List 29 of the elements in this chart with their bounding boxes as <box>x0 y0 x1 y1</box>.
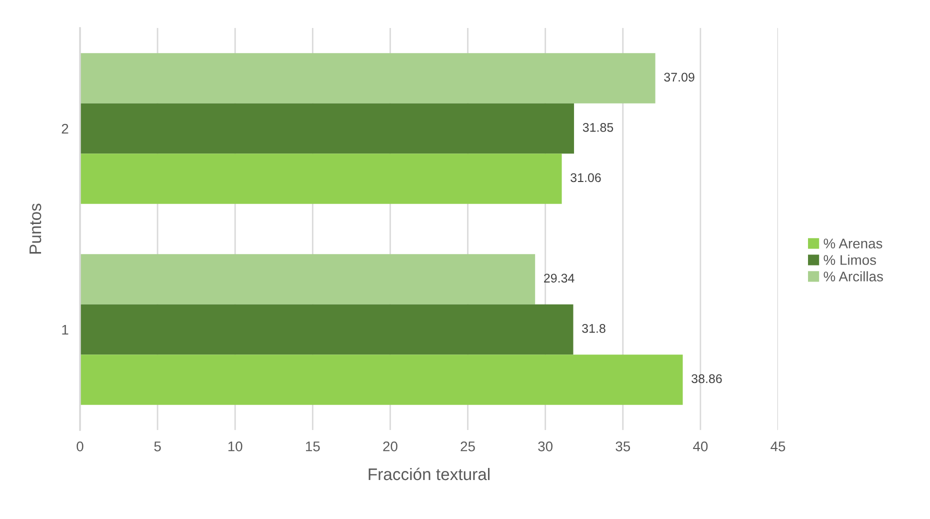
x-axis-title: Fracción textural <box>368 468 490 480</box>
x-tick-label: 45 <box>770 442 786 452</box>
bar <box>80 354 683 405</box>
bar <box>80 154 562 204</box>
data-label: 29.34 <box>544 274 574 283</box>
bar <box>80 254 536 304</box>
x-tick-label: 5 <box>154 442 161 452</box>
x-tick-label: 30 <box>538 441 553 452</box>
data-label: 31.06 <box>570 173 601 182</box>
bar <box>80 304 574 355</box>
y-tick-label: 2 <box>62 124 68 134</box>
legend-label: % Arcillas <box>824 271 883 282</box>
y-axis-title: Puntos <box>30 204 42 254</box>
x-tick-label: 35 <box>616 441 630 452</box>
data-label: 38.86 <box>692 374 722 384</box>
x-tick-label: 0 <box>76 441 84 452</box>
data-label: 31.8 <box>582 324 606 333</box>
x-tick-label: 10 <box>228 441 242 452</box>
x-tick-label: 25 <box>460 441 475 452</box>
y-tick-label: 1 <box>62 324 68 335</box>
x-tick-label: 15 <box>306 442 320 452</box>
legend-label: % Arenas <box>824 238 882 248</box>
legend-label: % Limos <box>824 254 876 265</box>
data-label: 31.85 <box>582 123 614 132</box>
x-tick-label: 20 <box>383 441 398 452</box>
data-label: 37.09 <box>664 72 694 82</box>
x-tick-label: 40 <box>693 441 708 452</box>
bar <box>80 103 574 154</box>
bar <box>80 53 656 104</box>
